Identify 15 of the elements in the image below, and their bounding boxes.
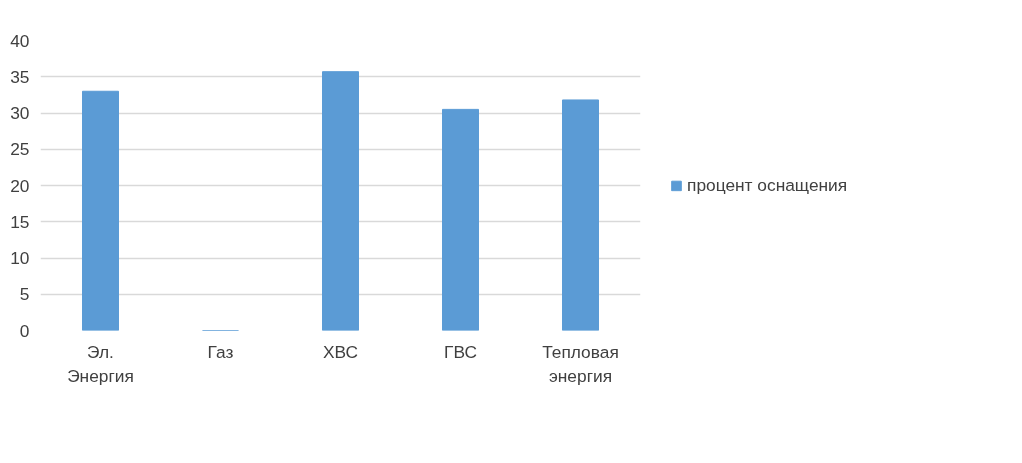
x-tick-label: ХВС [322,341,359,362]
legend-label: процент оснащения [687,174,848,196]
y-tick-label: 35 [10,66,30,87]
x-tick-label: Газ [207,341,234,362]
y-tick-label: 10 [10,248,30,268]
y-tick-label: 25 [10,139,30,160]
y-tick-label: 5 [19,284,30,305]
x-tick-label: ГВС [444,341,477,362]
y-tick-label: 15 [10,211,30,232]
y-tick-label: 0 [19,320,30,341]
x-tick-label: Эл. Энергия [67,341,134,386]
y-tick-label: 20 [10,175,30,196]
x-tick-label: Тепловая энергия [542,341,619,386]
y-tick-label: 30 [10,103,30,123]
y-tick-label: 40 [10,30,30,51]
